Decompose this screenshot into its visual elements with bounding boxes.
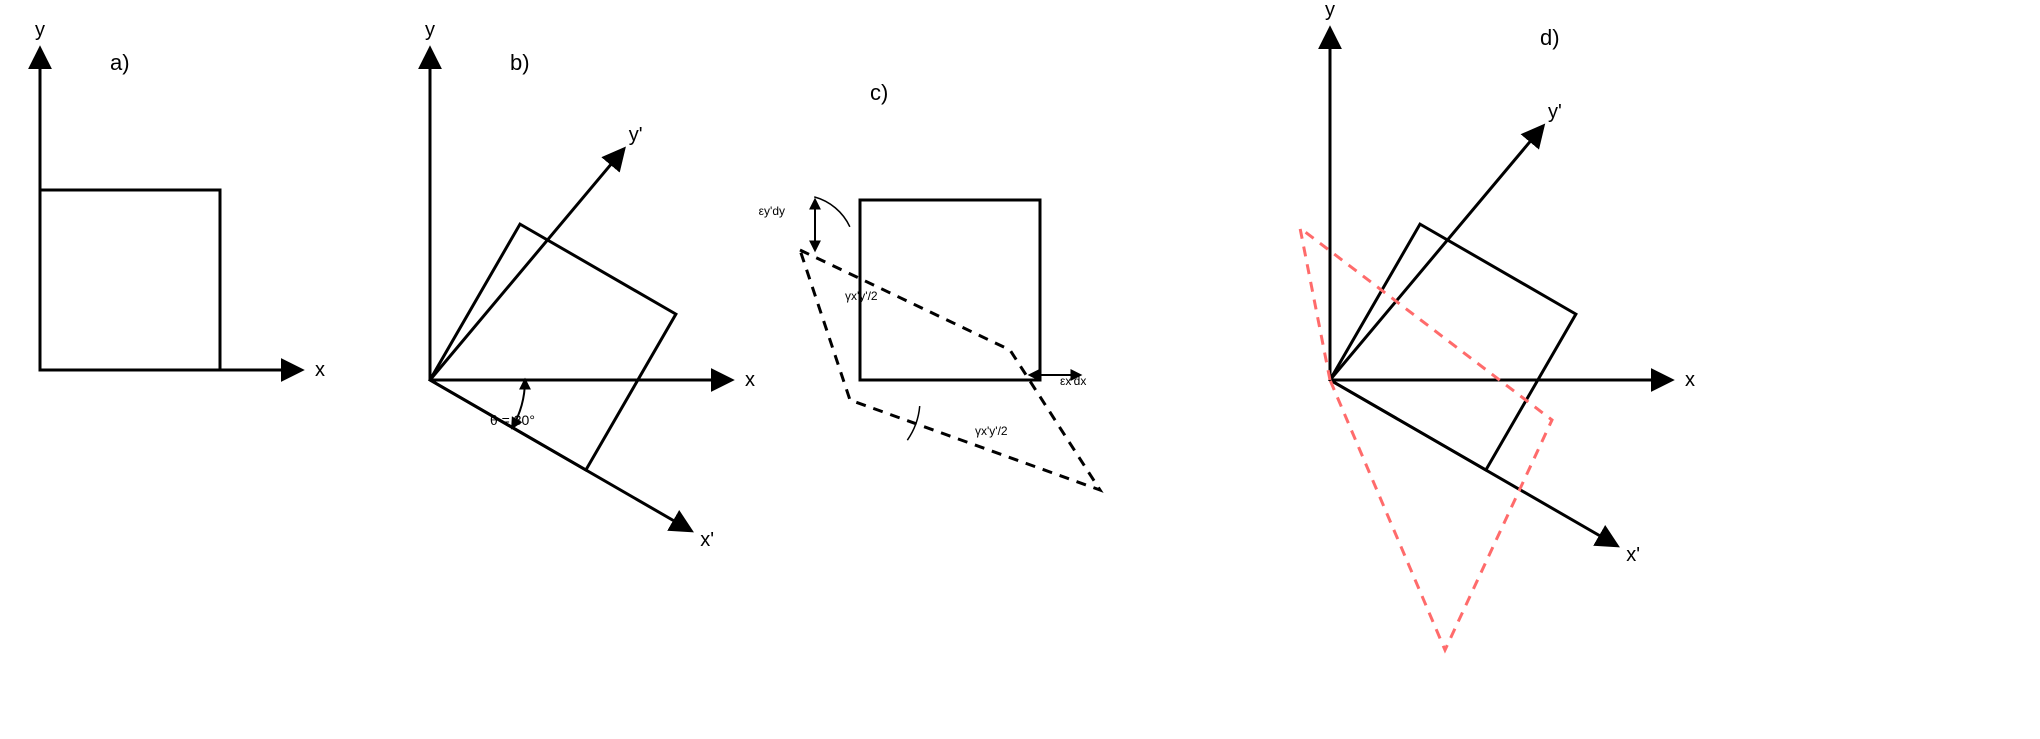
- panel-d-xprime-axis-label: x': [1626, 544, 1640, 566]
- panel-a-label: a): [110, 50, 130, 75]
- panel-c-gamma-arc-top: [814, 197, 850, 227]
- panel-b-theta-label: θ = 30°: [490, 412, 535, 428]
- panel-a-x-axis-label: x: [315, 359, 325, 381]
- panel-d-yprime-axis: [1330, 127, 1542, 380]
- panel-d-yprime-axis-label: y': [1548, 101, 1562, 123]
- panel-c-ex-label: εx'dx: [1060, 374, 1086, 388]
- strain-transformation-figure: a) x y b) x y y' x' θ = 30° c) εy'dy εx'dx γx'y'/2 γx…: [0, 0, 2040, 739]
- panel-b-y-axis-label: y: [425, 19, 435, 41]
- panel-c-gamma-bottom-label: γx'y'/2: [975, 424, 1008, 438]
- panel-a-square: [40, 190, 220, 370]
- panel-d-deformed: [1300, 228, 1552, 650]
- panel-d-square: [1330, 224, 1576, 470]
- panel-d-label: d): [1540, 25, 1560, 50]
- panel-c-deformed: [800, 250, 1100, 490]
- panel-b-label: b): [510, 50, 530, 75]
- panel-c-label: c): [870, 80, 888, 105]
- panel-c-gamma-top-label: γx'y'/2: [845, 289, 878, 303]
- panel-b-yprime-axis-label: y': [629, 124, 643, 146]
- panel-a-y-axis-label: y: [35, 19, 45, 41]
- panel-c-ey-label: εy'dy: [759, 204, 785, 218]
- panel-b-x-axis-label: x: [745, 369, 755, 391]
- panel-d-y-axis-label: y: [1325, 0, 1335, 21]
- panel-b-xprime-axis-label: x': [700, 529, 714, 551]
- panel-d-x-axis-label: x: [1685, 369, 1695, 391]
- panel-b-square: [430, 224, 676, 470]
